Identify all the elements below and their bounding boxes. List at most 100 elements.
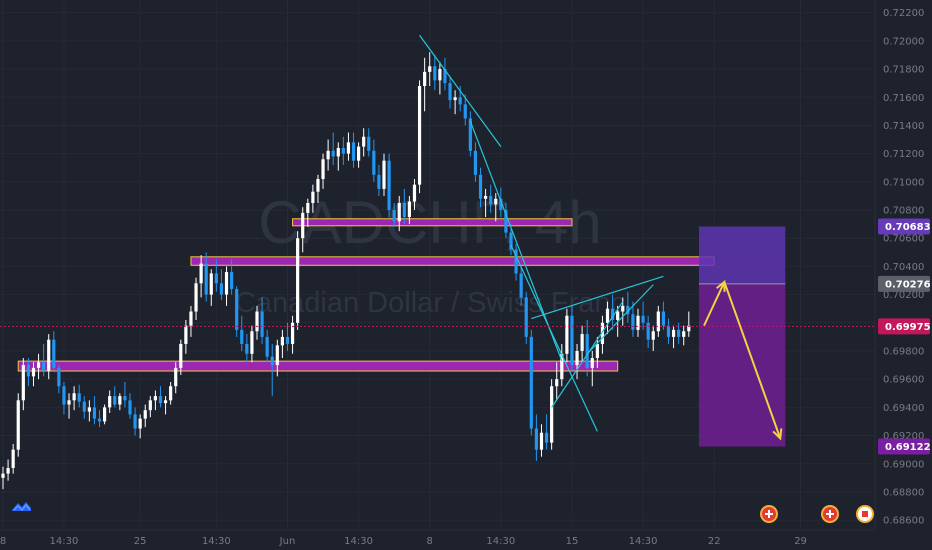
candle-body [616, 311, 620, 320]
candle-body [52, 339, 56, 368]
candle-body [128, 400, 132, 415]
candle-body [123, 396, 127, 401]
price-tick-label: 0.70200 [883, 290, 924, 301]
watermark-description: Canadian Dollar / Swiss Franc [235, 287, 625, 319]
short-position-tool[interactable] [698, 226, 786, 447]
price-tick-label: 0.71800 [883, 65, 924, 76]
candle-body [82, 401, 86, 412]
price-tick-label: 0.70400 [883, 262, 924, 273]
time-axis: 8 14:30 25 14:30 Jun 14:30 8 14:30 15 14:30 22 29 [0, 536, 807, 547]
candle-body [6, 467, 10, 474]
flag-event-icon[interactable] [856, 505, 874, 523]
candle-body [387, 160, 391, 211]
candle-body [478, 174, 483, 199]
candle-body [590, 358, 594, 368]
time-tick-label: 29 [794, 536, 807, 547]
time-tick-label: 15 [566, 536, 579, 547]
candle-body [626, 305, 630, 315]
candle-body [423, 71, 427, 86]
candle-body [118, 396, 122, 405]
candle-body [296, 238, 300, 323]
candle-body [382, 160, 386, 189]
price-badge-label: 0.70276 [885, 279, 931, 290]
candle-body [433, 66, 437, 81]
candle-body [280, 336, 284, 346]
candle-body [392, 210, 396, 222]
candle-body [372, 150, 376, 175]
price-tick-label: 0.68600 [883, 516, 924, 527]
price-tick-label: 0.69200 [883, 431, 924, 442]
candle-body [489, 195, 493, 205]
candle-body [687, 325, 691, 332]
candle-body [458, 97, 462, 105]
candle-body [138, 418, 142, 429]
candle-body [514, 249, 518, 274]
price-tick-label: 0.69600 [883, 375, 924, 386]
projection-arrowhead [772, 428, 783, 441]
time-tick-label: Jun [279, 536, 296, 547]
time-tick-label: 14:30 [50, 536, 79, 547]
time-axis-panel[interactable] [0, 530, 932, 550]
candle-body [1, 473, 5, 478]
time-tick-label: 8 [427, 536, 433, 547]
candle-body [331, 150, 335, 157]
candle-body [351, 142, 356, 161]
price-badge-label: 0.69122 [885, 442, 931, 453]
price-tick-label: 0.70600 [883, 234, 924, 245]
candle-body [519, 273, 523, 298]
candle-body [77, 393, 81, 402]
candle-body [57, 367, 61, 387]
candle-body [560, 353, 564, 380]
candle-body [534, 428, 538, 450]
price-projection-path[interactable] [703, 279, 783, 441]
candle-body [666, 325, 671, 337]
candle-body [265, 336, 269, 357]
candle-body [641, 315, 645, 323]
candle-body [255, 311, 259, 332]
economic-event-icon[interactable] [821, 505, 839, 523]
trend-line [510, 245, 598, 432]
time-tick-label: 8 [0, 536, 6, 547]
candle-body [428, 66, 432, 72]
trend-lines[interactable] [419, 34, 664, 432]
candle-body [47, 339, 51, 371]
candle-body [158, 396, 163, 404]
candle-body [36, 362, 41, 368]
candle-body [362, 136, 366, 147]
candle-body [108, 396, 112, 408]
candle-body [585, 334, 589, 368]
candle-body [67, 400, 71, 405]
trend-line [586, 284, 654, 355]
candle-body [646, 322, 650, 340]
candle-body [179, 343, 183, 368]
candle-body [443, 69, 447, 84]
candle-body [438, 69, 442, 81]
candle-body [250, 331, 254, 354]
candle-body [235, 288, 239, 330]
candle-body [636, 315, 640, 330]
candlestick-series [1, 52, 691, 490]
candle-body [290, 322, 295, 344]
tradingview-logo[interactable] [12, 502, 31, 512]
candle-body [143, 410, 147, 419]
time-tick-label: 14:30 [202, 536, 231, 547]
candle-body [539, 432, 544, 450]
candle-body [600, 322, 605, 344]
candle-body [148, 400, 152, 411]
candle-body [199, 263, 203, 284]
candle-body [565, 315, 569, 354]
candle-body [544, 432, 549, 443]
support-resistance-zones[interactable] [17, 218, 715, 372]
candle-body [230, 272, 234, 289]
price-tick-label: 0.68800 [883, 487, 924, 498]
projection-segment [703, 281, 726, 327]
price-badge [878, 218, 930, 235]
candle-body [103, 407, 107, 422]
candle-body [677, 329, 681, 337]
candle-body [346, 142, 351, 154]
trend-line [551, 301, 624, 408]
economic-event-icon[interactable] [760, 505, 778, 523]
candle-body [16, 400, 20, 450]
candle-body [301, 212, 305, 239]
